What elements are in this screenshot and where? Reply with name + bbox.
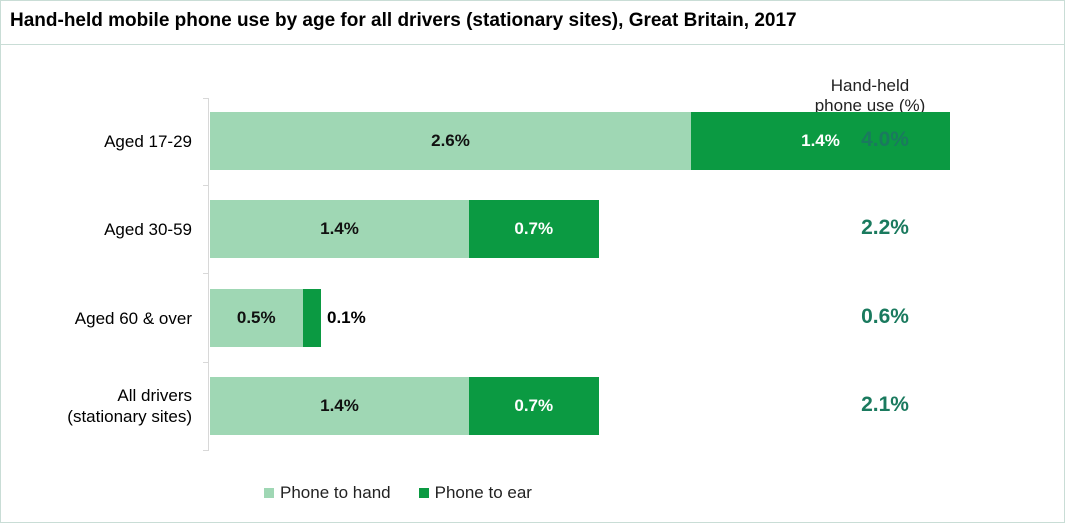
total-value: 0.6%	[861, 305, 909, 328]
total-value: 2.1%	[861, 393, 909, 416]
data-label: 0.5%	[236, 308, 276, 327]
category-label: Aged 17-29	[104, 131, 192, 151]
chart-title: Hand-held mobile phone use by age for al…	[10, 10, 797, 31]
category-label: Aged 60 & over	[74, 308, 192, 328]
axis-tick	[203, 185, 209, 186]
total-value: 2.2%	[861, 216, 909, 239]
legend-item-phone-to-ear: Phone to ear	[418, 483, 532, 503]
totals-header: Hand-held phone use (%)	[770, 76, 970, 116]
axis-tick	[203, 273, 209, 274]
data-label: 1.4%	[320, 219, 359, 238]
category-label: All drivers (stationary sites)	[67, 386, 192, 426]
bar-segment-phone-to-hand: 2.6%	[210, 112, 691, 170]
bar-segment-phone-to-hand: 0.5%	[210, 289, 303, 347]
legend-swatch-phone-to-ear	[418, 488, 429, 498]
data-label: 0.1%	[327, 308, 366, 327]
axis-tick	[203, 98, 209, 99]
bar-segment-phone-to-ear	[302, 289, 321, 347]
bar-segment-phone-to-ear: 1.4%	[691, 112, 950, 170]
bar-segment-phone-to-hand: 1.4%	[210, 200, 469, 258]
legend-label-phone-to-ear: Phone to ear	[434, 483, 532, 502]
totals-header-line-2: phone use (%)	[814, 96, 926, 115]
total-value: 4.0%	[861, 128, 909, 151]
legend-swatch-phone-to-hand	[264, 488, 274, 498]
legend: Phone to hand Phone to ear	[264, 483, 560, 503]
data-label: 0.7%	[514, 396, 554, 415]
title-divider	[0, 44, 1065, 45]
bar-segment-phone-to-ear: 0.7%	[469, 200, 599, 258]
legend-label-phone-to-hand: Phone to hand	[280, 483, 391, 502]
data-label: 1.4%	[320, 396, 359, 415]
bar-segment-phone-to-ear: 0.7%	[469, 377, 599, 435]
data-label: 0.7%	[514, 219, 554, 238]
bar-segment-phone-to-hand: 1.4%	[210, 377, 469, 435]
category-label: Aged 30-59	[104, 219, 192, 239]
legend-item-phone-to-hand: Phone to hand	[264, 483, 391, 503]
category-axis-line	[208, 98, 209, 450]
data-label: 1.4%	[801, 131, 840, 150]
axis-tick	[203, 362, 209, 363]
axis-tick	[203, 450, 209, 451]
data-label: 2.6%	[431, 131, 470, 150]
totals-header-line-1: Hand-held	[830, 76, 910, 95]
